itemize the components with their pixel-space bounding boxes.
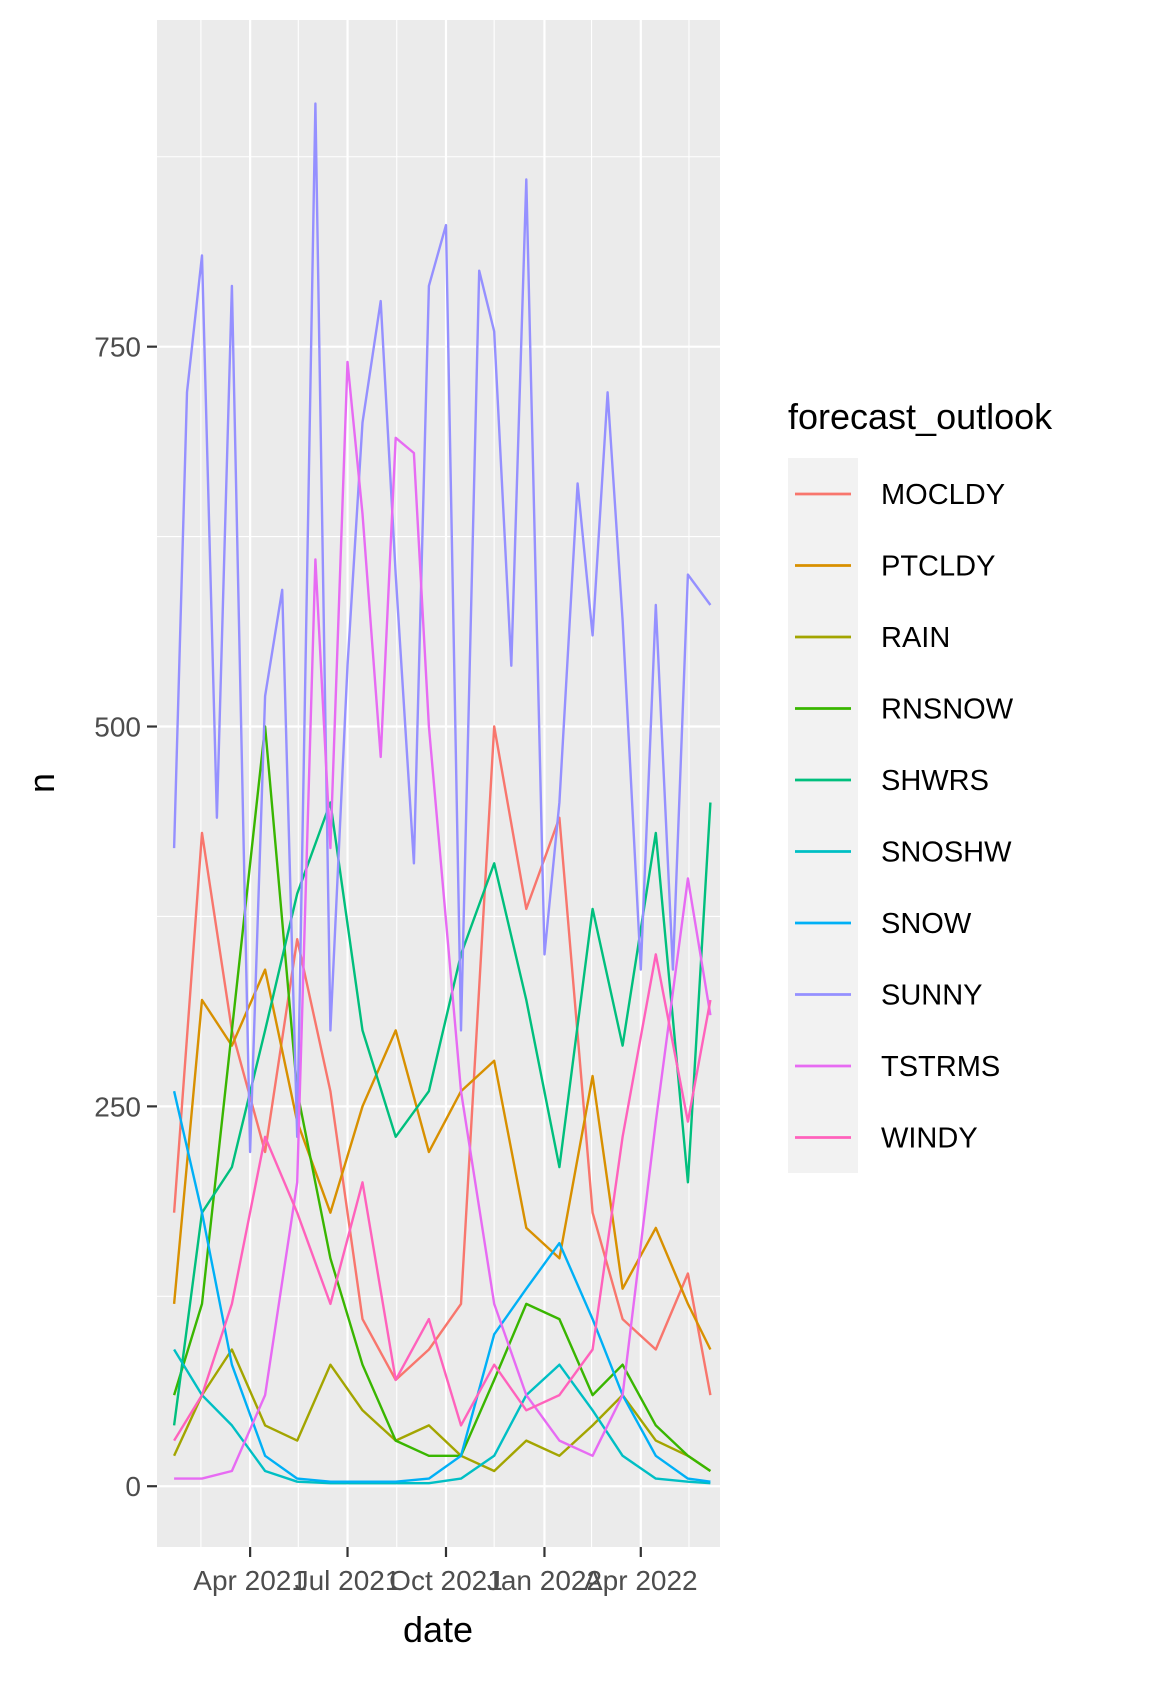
legend-label-rnsnow: RNSNOW [881,694,1014,726]
x-tick-label: Jan 2022 [487,1565,602,1596]
series-line-rnsnow [172,725,712,1472]
legend-label-windy: WINDY [881,1123,978,1155]
x-tick-label: Oct 2021 [389,1565,503,1596]
legend-label-snoshw: SNOSHW [881,837,1012,869]
series-line-windy [173,953,712,1442]
x-axis-title: date [403,1609,473,1650]
legend-title: forecast_outlook [788,396,1053,437]
legend-key-background [788,458,858,1173]
legend-label-sunny: SUNNY [881,980,983,1012]
legend-label-ptcldy: PTCLDY [881,551,995,583]
legend-label-shwrs: SHWRS [881,765,989,797]
y-axis: 0 250 500 750 [94,332,157,1502]
series-line-ptcldy [172,968,712,1351]
series-line-snoshw [173,1348,711,1485]
series-line-sunny [172,102,712,1154]
series-line-mocldy [172,725,712,1396]
legend-items: MOCLDY PTCLDY RAIN RNSNOW SHWRS SNOSHW SNOW SUN… [795,479,1014,1155]
y-tick-label: 250 [94,1091,141,1122]
series-layer [172,102,712,1485]
y-tick-label: 750 [94,332,141,363]
y-tick-label: 0 [125,1471,141,1502]
x-tick-label: Apr 2022 [584,1565,698,1596]
x-tick-label: Apr 2021 [193,1565,307,1596]
legend-label-snow: SNOW [881,908,972,940]
series-line-rain [173,1348,712,1473]
x-tick-label: Jul 2021 [295,1565,401,1596]
grid-major [157,20,720,1547]
legend-label-mocldy: MOCLDY [881,479,1005,511]
series-line-snow [172,1090,711,1483]
legend-label-rain: RAIN [881,622,950,654]
legend: forecast_outlook MOCLDY PTCLDY RAIN RNSNOW S… [788,396,1053,1173]
legend-label-tstrms: TSTRMS [881,1051,1000,1083]
series-line-tstrms [174,360,712,1480]
y-axis-title: n [21,773,62,793]
y-tick-label: 500 [94,712,141,743]
series-line-shwrs [172,801,712,1426]
